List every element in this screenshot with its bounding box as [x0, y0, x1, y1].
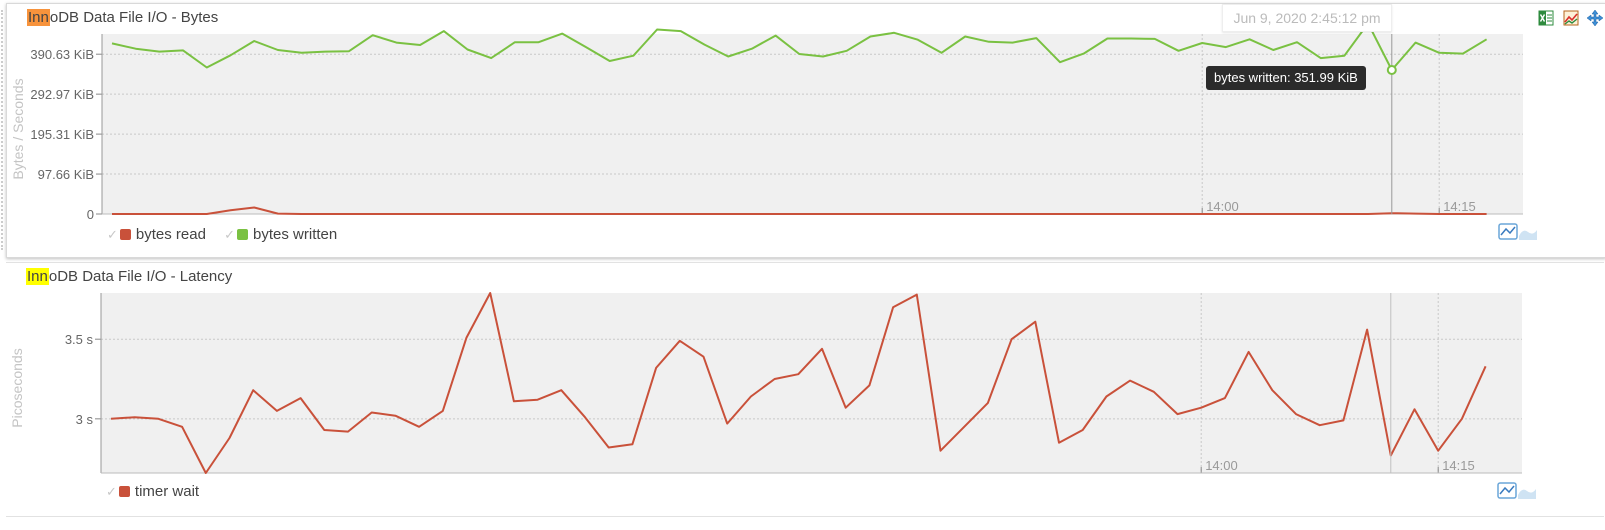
x-tick-label: 14:00: [1206, 199, 1239, 214]
zoom-toggle-icon[interactable]: [1496, 481, 1536, 501]
legend-swatch: [237, 229, 249, 240]
tooltip-value: bytes written: 351.99 KiB: [1206, 66, 1366, 90]
y-tick-label: 390.63 KiB: [30, 47, 94, 62]
legend-swatch: [119, 229, 131, 240]
excel-export-icon[interactable]: [1538, 10, 1554, 26]
y-axis-label: Bytes / Seconds: [10, 78, 26, 179]
plot-area: [102, 34, 1523, 214]
legend-item-bytes-read[interactable]: ✓ bytes read: [107, 226, 206, 243]
title-highlight: Inn: [27, 9, 50, 26]
panel-resize-handle[interactable]: [1, 10, 5, 250]
bytes-panel: InnoDB Data File I/O - Bytes 0 97.66 KiB 1…: [6, 3, 1605, 258]
legend-swatch: [118, 486, 130, 497]
title-text: oDB Data File I/O - Bytes: [49, 9, 219, 26]
y-tick-label: 195.31 KiB: [30, 127, 94, 142]
y-axis-label: Picoseconds: [9, 348, 25, 427]
x-tick-label: 14:00: [1205, 458, 1238, 473]
x-tick-label: 14:15: [1443, 199, 1476, 214]
legend-label: bytes written: [253, 226, 338, 243]
legend-label: timer wait: [134, 483, 200, 500]
title-text: oDB Data File I/O - Latency: [48, 268, 233, 285]
legend-item-bytes-written[interactable]: ✓ bytes written: [224, 226, 337, 243]
bytes-panel-title: InnoDB Data File I/O - Bytes: [27, 9, 218, 26]
latency-panel-title: InnoDB Data File I/O - Latency: [26, 268, 232, 285]
latency-legend: ✓ timer wait: [106, 483, 213, 500]
move-arrows-icon[interactable]: [1587, 10, 1603, 26]
legend-item-timer-wait[interactable]: ✓ timer wait: [106, 483, 199, 500]
y-tick-label: 3.5 s: [65, 332, 94, 347]
latency-panel: InnoDB Data File I/O - Latency 3 s 3.5 s 1…: [6, 262, 1604, 517]
tooltip-timestamp: Jun 9, 2020 2:45:12 pm: [1222, 4, 1392, 32]
series-line-bytes-written: [111, 22, 1488, 71]
series-line-bytes-read: [112, 206, 1487, 215]
bytes-legend: ✓ bytes read ✓ bytes written: [107, 226, 351, 243]
bytes-chart[interactable]: 0 97.66 KiB 195.31 KiB 292.97 KiB 390.63 KiB…: [7, 4, 1605, 257]
legend-label: bytes read: [135, 226, 206, 243]
chart-image-icon[interactable]: [1563, 10, 1579, 26]
y-tick-label: 3 s: [76, 412, 94, 427]
series-line-timer-wait: [110, 292, 1487, 474]
check-icon: ✓: [106, 484, 117, 499]
check-icon: ✓: [224, 227, 236, 242]
y-tick-label: 292.97 KiB: [30, 87, 94, 102]
hover-point: [1386, 65, 1397, 76]
zoom-toggle-icon[interactable]: [1497, 222, 1537, 242]
check-icon: ✓: [107, 227, 118, 242]
y-tick-label: 97.66 KiB: [38, 167, 94, 182]
x-tick-label: 14:15: [1442, 458, 1475, 473]
chart-toolbar: [1534, 10, 1603, 31]
title-highlight: Inn: [26, 268, 49, 285]
y-tick-label: 0: [87, 207, 94, 222]
plot-area: [101, 293, 1522, 473]
